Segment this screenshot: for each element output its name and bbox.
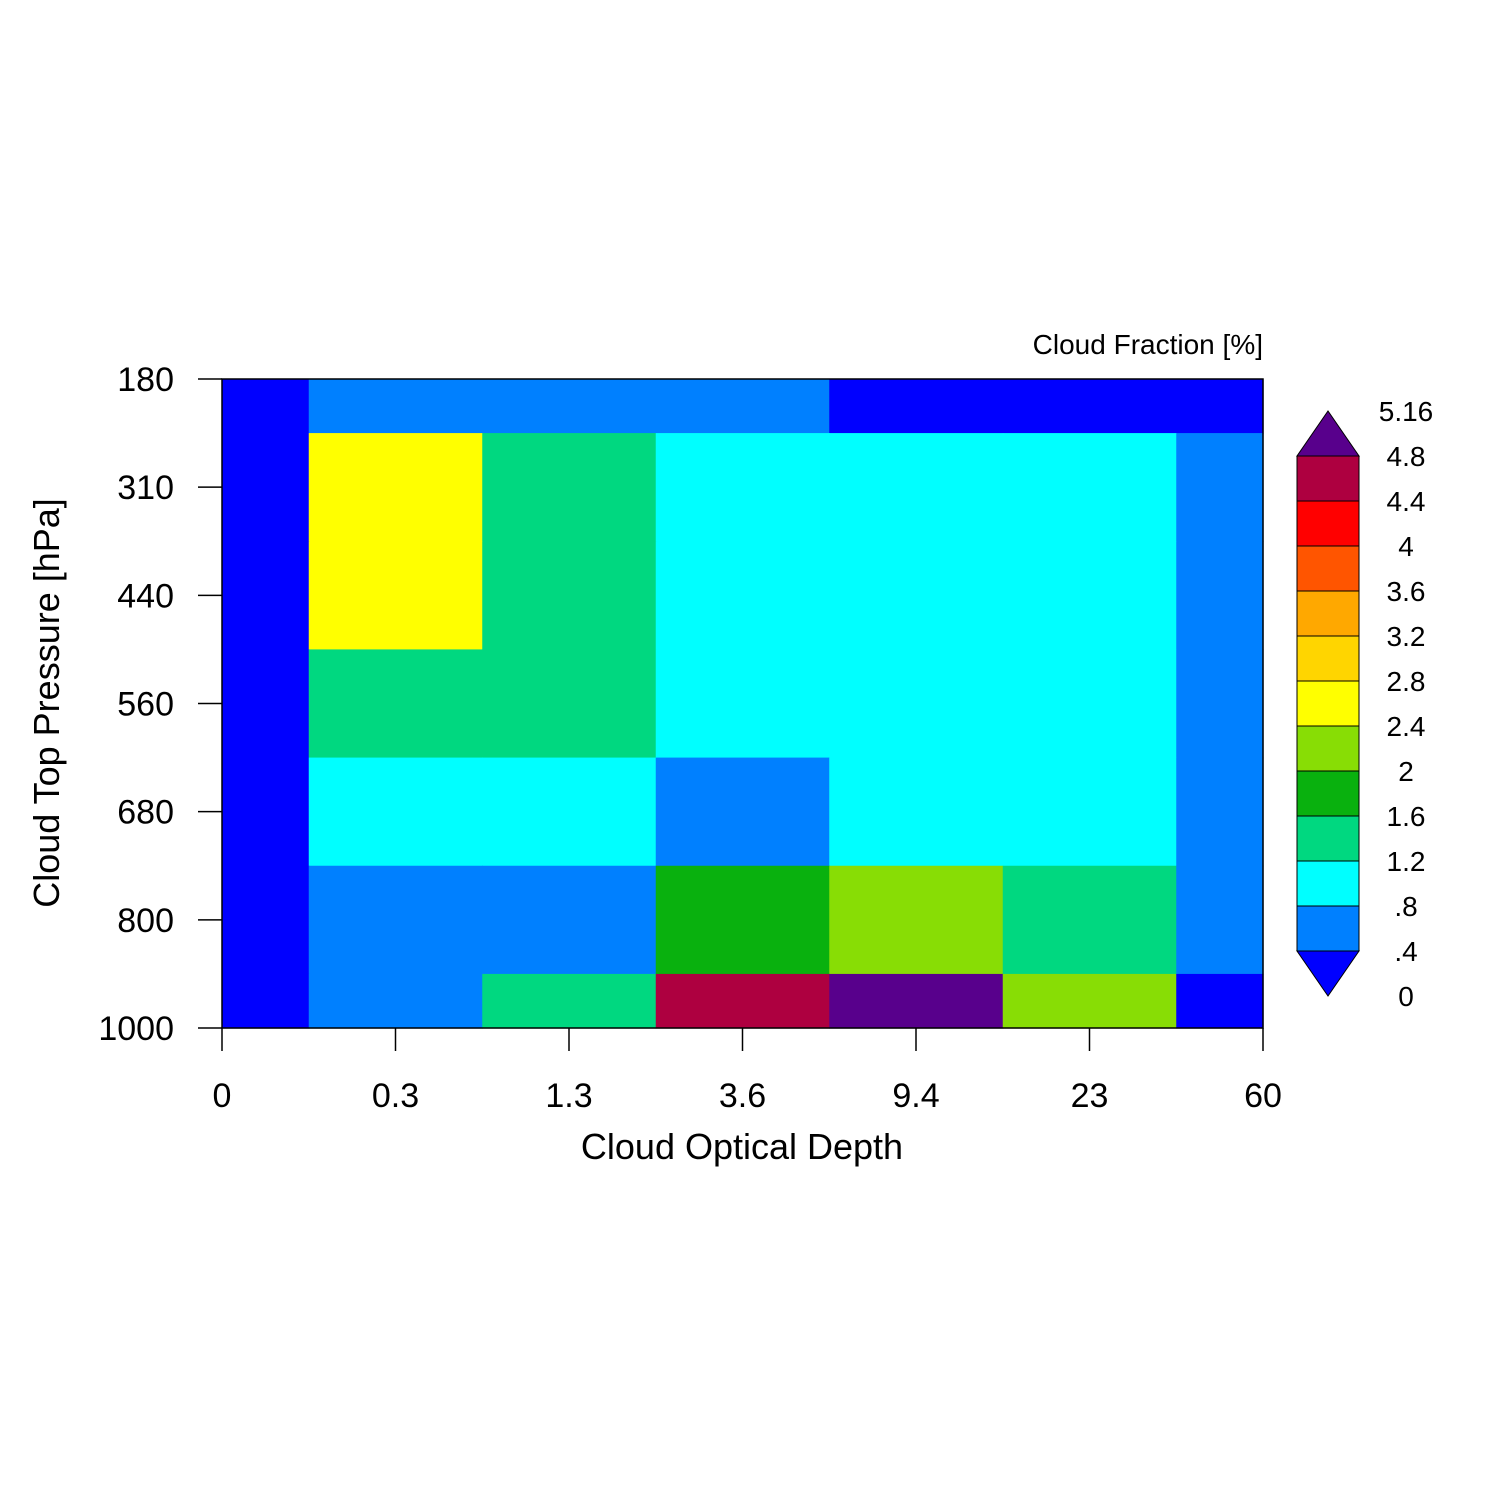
heatmap-cell	[482, 757, 657, 867]
colorbar-label: 2.4	[1387, 711, 1426, 742]
y-tick-label: 310	[117, 469, 174, 507]
colorbar-label: 2.8	[1387, 666, 1426, 697]
colorbar: 0 .4 .8 1.2 1.6 2 2.4 2.8 3.2 3.6 4 4.4 4.8 5.16	[1296, 396, 1434, 1012]
x-tick-label: 3.6	[719, 1077, 766, 1115]
heatmap-cell	[829, 433, 1004, 542]
heatmap-cell	[1176, 541, 1264, 651]
y-tick-label: 560	[117, 686, 174, 724]
colorbar-box	[1296, 635, 1360, 682]
heatmap-cell	[308, 757, 483, 867]
heatmap-cell	[1002, 379, 1177, 434]
heatmap-cell	[655, 379, 830, 434]
heatmap-cell	[655, 649, 830, 759]
heatmap-cell	[222, 541, 310, 651]
colorbar-label: 1.6	[1387, 801, 1426, 832]
heatmap-cell	[222, 649, 310, 759]
colorbar-box	[1296, 860, 1360, 907]
heatmap-cell	[1176, 433, 1264, 542]
heatmap-cell	[655, 541, 830, 651]
colorbar-box	[1296, 905, 1360, 952]
y-axis: 180 310 440 560 680 800 1000	[98, 361, 222, 1048]
colorbar-label: 4.4	[1387, 486, 1426, 517]
colorbar-title: Cloud Fraction [%]	[1033, 329, 1263, 360]
colorbar-label: 4.8	[1387, 441, 1426, 472]
colorbar-box	[1296, 680, 1360, 727]
x-tick-label: 0	[213, 1077, 232, 1115]
heatmap-cell	[308, 541, 483, 651]
heatmap-cell	[482, 865, 657, 975]
heatmap-cell	[222, 433, 310, 542]
colorbar-triangle-bottom	[1296, 950, 1360, 997]
heatmap-cell	[655, 973, 830, 1029]
heatmap-cell	[1002, 757, 1177, 867]
heatmap-cell	[829, 757, 1004, 867]
heatmap-cell	[482, 649, 657, 759]
heatmap-cell	[829, 379, 1004, 434]
heatmap-cell	[1002, 973, 1177, 1029]
heatmap-cell	[482, 541, 657, 651]
heatmap-cells	[222, 379, 1264, 1029]
heatmap-cell	[1176, 757, 1264, 867]
heatmap-cell	[308, 379, 483, 434]
colorbar-label: 2	[1398, 756, 1414, 787]
colorbar-box	[1296, 545, 1360, 592]
colorbar-box	[1296, 500, 1360, 547]
heatmap-cell	[1002, 865, 1177, 975]
heatmap-cell	[655, 433, 830, 542]
y-tick-label: 440	[117, 577, 174, 615]
colorbar-triangle-top	[1296, 410, 1360, 457]
x-axis: 0 0.3 1.3 3.6 9.4 23 60	[213, 1028, 1282, 1115]
colorbar-box	[1296, 815, 1360, 862]
x-tick-label: 9.4	[892, 1077, 939, 1115]
colorbar-label: 5.16	[1379, 396, 1434, 427]
heatmap-cell	[1002, 649, 1177, 759]
heatmap-cell	[222, 973, 310, 1029]
heatmap-cell	[308, 433, 483, 542]
heatmap-cell	[829, 541, 1004, 651]
x-tick-label: 23	[1071, 1077, 1109, 1115]
heatmap-cell	[308, 649, 483, 759]
y-tick-label: 180	[117, 361, 174, 399]
heatmap-cell	[829, 649, 1004, 759]
colorbar-label: 3.2	[1387, 621, 1426, 652]
heatmap-cell	[655, 757, 830, 867]
heatmap-cell	[222, 379, 310, 434]
x-tick-label: 0.3	[372, 1077, 419, 1115]
heatmap-cell	[1176, 865, 1264, 975]
heatmap-cell	[482, 973, 657, 1029]
colorbar-label: 1.2	[1387, 846, 1426, 877]
colorbar-label: 3.6	[1387, 576, 1426, 607]
x-axis-title: Cloud Optical Depth	[581, 1126, 903, 1167]
heatmap-cell	[482, 433, 657, 542]
y-axis-title: Cloud Top Pressure [hPa]	[26, 498, 67, 908]
colorbar-box	[1296, 590, 1360, 637]
heatmap-cell	[308, 865, 483, 975]
heatmap-cell	[1176, 649, 1264, 759]
heatmap-cell	[1176, 379, 1264, 434]
colorbar-label: 4	[1398, 531, 1414, 562]
heatmap-cell	[655, 865, 830, 975]
heatmap-cell	[1002, 433, 1177, 542]
heatmap-cell	[308, 973, 483, 1029]
y-tick-label: 800	[117, 902, 174, 940]
colorbar-label: .4	[1394, 936, 1417, 967]
heatmap-cell	[1176, 973, 1264, 1029]
colorbar-box	[1296, 455, 1360, 502]
colorbar-label: .8	[1394, 891, 1417, 922]
x-tick-label: 60	[1244, 1077, 1282, 1115]
heatmap-cell	[1002, 541, 1177, 651]
heatmap-cell	[829, 973, 1004, 1029]
colorbar-box	[1296, 725, 1360, 772]
heatmap-cell	[829, 865, 1004, 975]
colorbar-box	[1296, 770, 1360, 817]
y-tick-label: 1000	[98, 1010, 174, 1048]
heatmap-cell	[222, 757, 310, 867]
x-tick-label: 1.3	[545, 1077, 592, 1115]
colorbar-label: 0	[1398, 981, 1414, 1012]
heatmap-cell	[222, 865, 310, 975]
heatmap-cell	[482, 379, 657, 434]
y-tick-label: 680	[117, 794, 174, 832]
